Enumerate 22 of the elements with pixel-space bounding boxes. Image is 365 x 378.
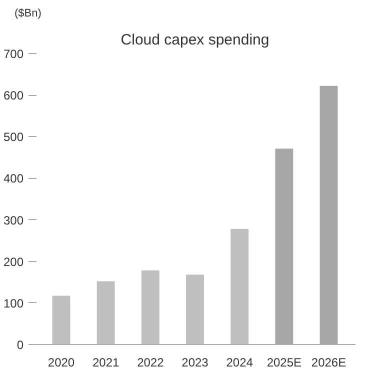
y-tick-label: 700 — [3, 47, 24, 61]
x-tick-label: 2024 — [226, 356, 254, 370]
y-tick-label: 200 — [3, 254, 24, 269]
x-tick-label: 2023 — [182, 356, 209, 370]
x-tick-label: 2020 — [48, 356, 75, 370]
y-tick-label: 600 — [3, 88, 24, 103]
x-tick-label: 2026E — [311, 356, 346, 370]
chart-title: Cloud capex spending — [120, 32, 270, 48]
y-tick-label: 400 — [3, 172, 24, 186]
bar — [52, 296, 70, 344]
x-tick-label: 2025E — [266, 356, 302, 370]
x-tick-label: 2022 — [137, 356, 164, 370]
y-tick-label: 500 — [3, 130, 24, 144]
x-tick-label: 2021 — [92, 356, 120, 370]
bar — [141, 270, 160, 344]
bar — [186, 274, 204, 344]
bar — [96, 281, 115, 344]
y-tick-label: 100 — [3, 296, 24, 310]
y-tick-label: 0 — [16, 338, 24, 352]
y-tick-label: 300 — [3, 213, 24, 228]
bar — [230, 228, 249, 344]
y-axis-title: ($Bn) — [14, 8, 42, 20]
